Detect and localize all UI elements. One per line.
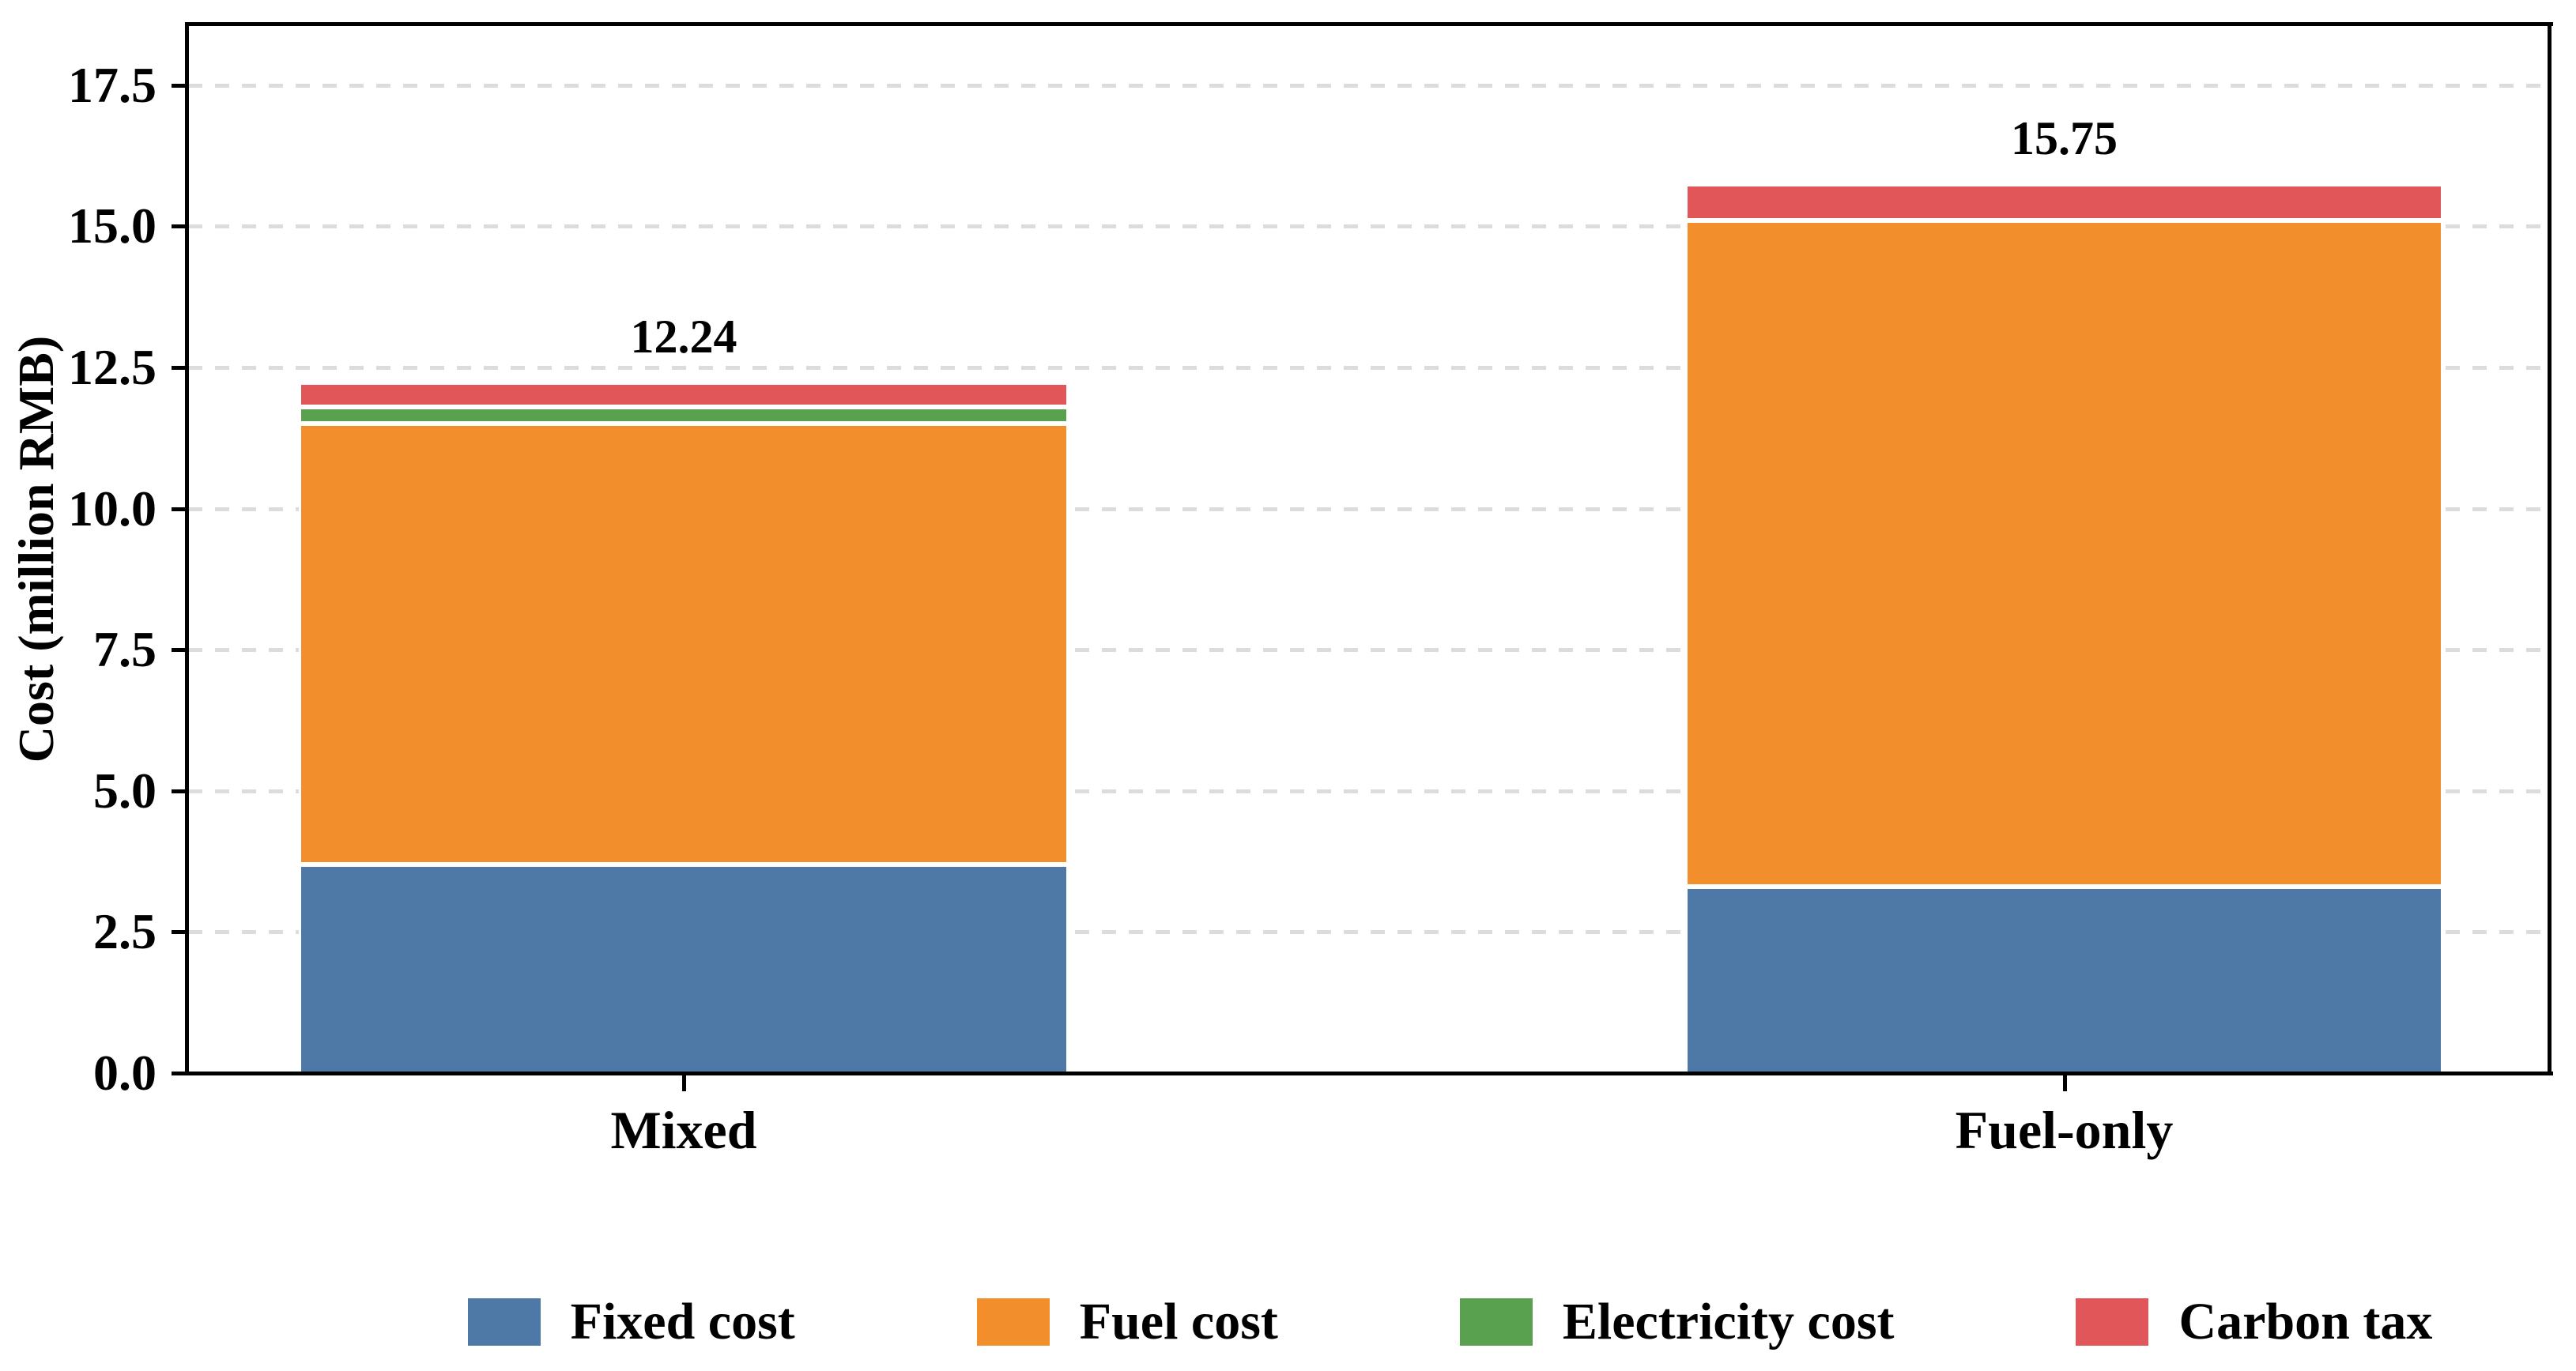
bottom-spine xyxy=(185,1072,2553,1075)
y-tick-mark-7.5 xyxy=(172,648,188,653)
gridline-y-17.5 xyxy=(188,83,2550,88)
left-spine xyxy=(185,22,189,1075)
bar-segment-fuel-only-fuel-cost xyxy=(1685,220,2443,887)
y-tick-label-17.5: 17.5 xyxy=(68,56,157,113)
x-tick-label-fuel-only: Fuel-only xyxy=(1955,1100,2174,1160)
legend-swatch-fixed-cost xyxy=(467,1298,541,1346)
y-tick-mark-17.5 xyxy=(172,83,188,88)
y-tick-mark-2.5 xyxy=(172,930,188,935)
y-tick-label-5: 5.0 xyxy=(93,762,157,819)
bar-segment-fuel-only-fixed-cost xyxy=(1685,887,2443,1073)
y-tick-mark-12.5 xyxy=(172,365,188,370)
bar-segment-fuel-only-carbon-tax xyxy=(1685,183,2443,221)
plot-area: 12.24 15.75 xyxy=(188,25,2550,1073)
top-spine xyxy=(185,22,2553,26)
gridline-y-2.5 xyxy=(188,930,2550,935)
gridline-y-7.5 xyxy=(188,648,2550,653)
x-tick-mark-mixed xyxy=(682,1075,686,1091)
legend-label-carbon-tax: Carbon tax xyxy=(2178,1293,2433,1350)
y-tick-label-12.5: 12.5 xyxy=(68,338,157,395)
bar-total-label-mixed: 12.24 xyxy=(630,310,737,363)
y-tick-label-0: 0.0 xyxy=(93,1045,157,1101)
legend-swatch-electricity-cost xyxy=(1459,1298,1533,1346)
legend-item-fuel-cost: Fuel cost xyxy=(976,1293,1278,1350)
y-tick-mark-5 xyxy=(172,789,188,793)
legend-swatch-fuel-cost xyxy=(976,1298,1050,1346)
y-tick-label-2.5: 2.5 xyxy=(93,903,157,960)
x-tick-mark-fuel-only xyxy=(2062,1075,2067,1091)
gridline-y-15 xyxy=(188,224,2550,229)
legend-item-fixed-cost: Fixed cost xyxy=(467,1293,795,1350)
y-tick-mark-0 xyxy=(172,1072,188,1075)
y-tick-mark-15 xyxy=(172,224,188,229)
bar-segment-mixed-electricity-cost xyxy=(299,406,1069,424)
y-tick-label-7.5: 7.5 xyxy=(93,621,157,678)
y-axis-title: Cost (million RMB) xyxy=(8,335,64,763)
legend-item-electricity-cost: Electricity cost xyxy=(1459,1293,1895,1350)
bar-segment-mixed-fixed-cost xyxy=(299,864,1069,1073)
gridline-y-5 xyxy=(188,789,2550,793)
right-spine xyxy=(2548,22,2551,1075)
y-tick-label-10: 10.0 xyxy=(68,480,157,537)
bar-total-label-fuel-only: 15.75 xyxy=(2011,111,2118,164)
y-tick-label-15: 15.0 xyxy=(68,198,157,254)
bar-segment-mixed-fuel-cost xyxy=(299,424,1069,864)
legend-label-fuel-cost: Fuel cost xyxy=(1079,1293,1278,1350)
gridline-y-12.5 xyxy=(188,365,2550,370)
bar-segment-mixed-carbon-tax xyxy=(299,382,1069,407)
gridline-y-10 xyxy=(188,507,2550,511)
x-tick-label-mixed: Mixed xyxy=(610,1100,757,1160)
legend-item-carbon-tax: Carbon tax xyxy=(2076,1296,2432,1348)
y-tick-mark-10 xyxy=(172,507,188,511)
legend-label-electricity-cost: Electricity cost xyxy=(1562,1293,1895,1350)
legend: Fixed cost Fuel cost Electricity cost Carbo… xyxy=(324,1288,2576,1356)
legend-label-fixed-cost: Fixed cost xyxy=(570,1293,795,1350)
legend-swatch-carbon-tax xyxy=(2076,1298,2149,1346)
